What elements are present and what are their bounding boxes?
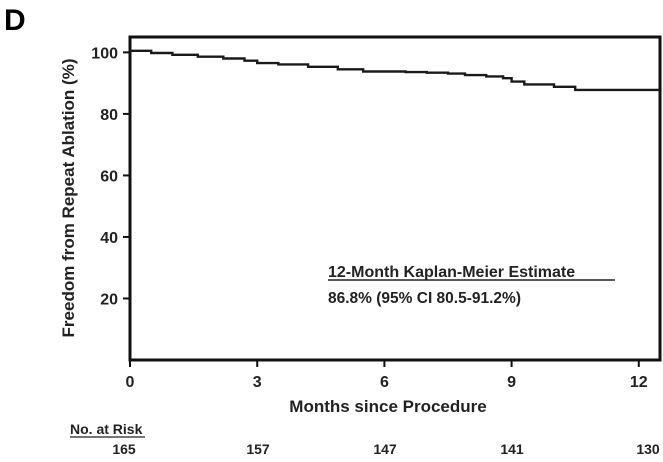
risk-count: 165 bbox=[112, 441, 136, 457]
x-tick-label: 12 bbox=[630, 374, 648, 391]
x-axis-title: Months since Procedure bbox=[289, 397, 486, 416]
y-axis-title: Freedom from Repeat Ablation (%) bbox=[59, 59, 78, 338]
y-tick-label: 20 bbox=[100, 291, 118, 308]
series-layer bbox=[130, 49, 660, 92]
plot-frame bbox=[128, 35, 662, 362]
x-tick-label: 0 bbox=[126, 374, 135, 391]
x-ticks: 0 3 6 9 12 bbox=[126, 360, 648, 391]
annotation-estimate: 86.8% (95% CI 80.5-91.2%) bbox=[328, 290, 521, 307]
panel-letter: D bbox=[4, 4, 26, 37]
plot-area: 20 40 60 80 100 0 3 6 9 12 bbox=[91, 35, 662, 391]
x-tick-label: 3 bbox=[253, 374, 262, 391]
risk-table: No. at Risk 165 157 147 141 130 bbox=[70, 421, 660, 457]
risk-count: 130 bbox=[636, 441, 660, 457]
x-tick-label: 9 bbox=[507, 374, 516, 391]
y-tick-label: 40 bbox=[100, 230, 118, 247]
risk-table-label: No. at Risk bbox=[70, 421, 143, 437]
annotation-title: 12-Month Kaplan-Meier Estimate bbox=[328, 264, 575, 281]
km-annotation: 12-Month Kaplan-Meier Estimate 86.8% (95… bbox=[328, 264, 615, 307]
y-tick-label: 100 bbox=[91, 45, 118, 62]
risk-values: 165 157 147 141 130 bbox=[112, 441, 660, 457]
y-tick-label: 60 bbox=[100, 168, 118, 185]
risk-count: 141 bbox=[500, 441, 524, 457]
y-tick-label: 80 bbox=[100, 107, 118, 124]
y-ticks: 20 40 60 80 100 bbox=[91, 45, 130, 308]
risk-count: 147 bbox=[373, 441, 397, 457]
km-survival-curve bbox=[130, 49, 660, 92]
x-tick-label: 6 bbox=[380, 374, 389, 391]
risk-count: 157 bbox=[246, 441, 270, 457]
